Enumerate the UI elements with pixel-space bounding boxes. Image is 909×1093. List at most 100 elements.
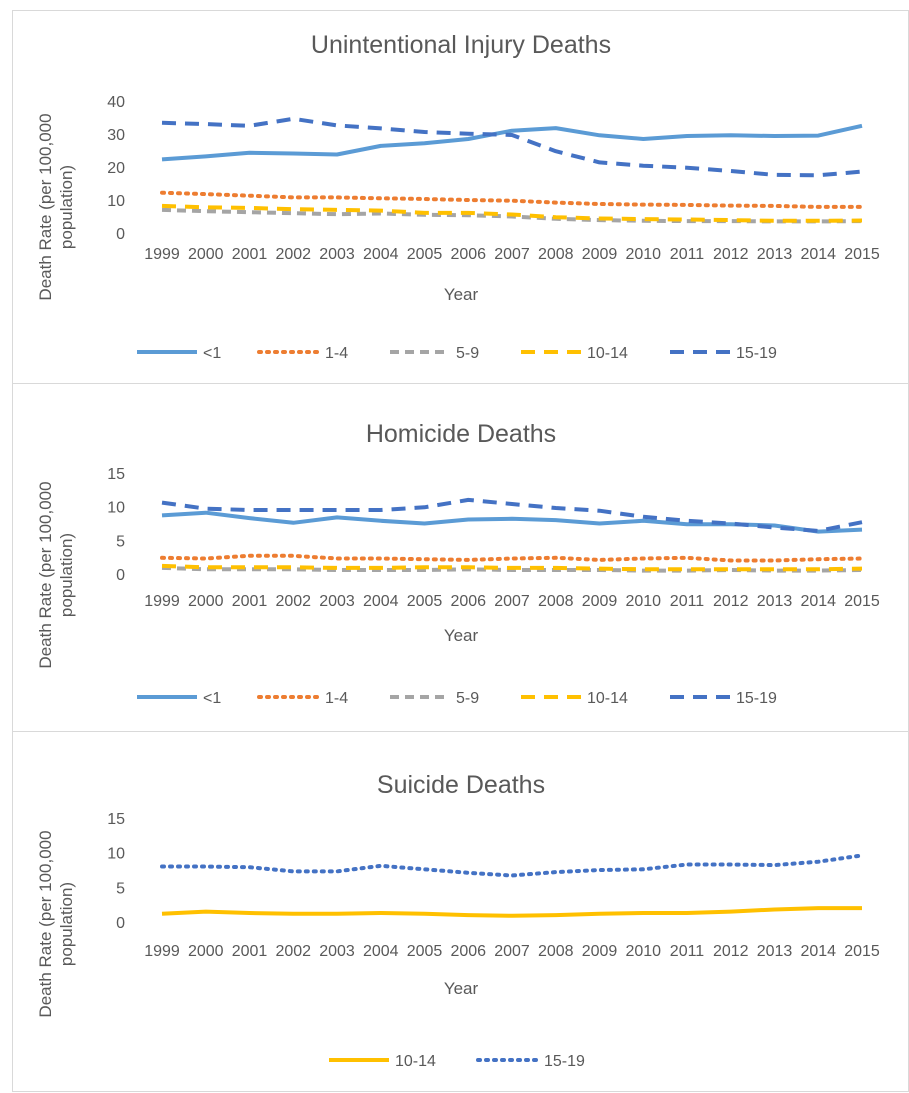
x-tick-label: 2011: [670, 943, 705, 960]
x-tick-label: 2007: [494, 246, 530, 263]
y-tick-label: 40: [107, 94, 125, 111]
x-tick-label: 2005: [407, 246, 443, 263]
x-tick-label: 2001: [232, 943, 268, 960]
series-line-15-19: [161, 497, 863, 533]
x-tick-label: 2000: [188, 593, 224, 610]
legend-label: 10-14: [587, 345, 628, 362]
x-tick-label: 2001: [232, 246, 268, 263]
x-tick-label: 2002: [275, 943, 311, 960]
x-axis-title: Year: [444, 979, 479, 998]
chart-homicide: Homicide Deaths 0 5 10 15 1999 2000 2001 2002 200…: [36, 420, 880, 707]
y-axis-title-line: Death Rate (per 100,000: [36, 113, 55, 300]
x-tick-label: 2003: [319, 593, 355, 610]
x-tick-label: 2001: [232, 593, 268, 610]
x-tick-label: 2006: [450, 593, 486, 610]
x-tick-label: 1999: [144, 246, 180, 263]
x-tick-label: 2011: [670, 246, 705, 263]
y-tick-label: 20: [107, 160, 125, 177]
x-tick-label: 2004: [363, 246, 399, 263]
legend-label: 5-9: [456, 690, 479, 707]
x-tick-label: 2015: [844, 246, 880, 263]
x-tick-label: 1999: [144, 943, 180, 960]
x-tick-label: 2000: [188, 246, 224, 263]
x-tick-label: 2015: [844, 593, 880, 610]
y-tick-label: 5: [116, 880, 125, 897]
series-line-15-19: [160, 853, 864, 878]
x-tick-label: 2008: [538, 943, 574, 960]
x-tick-label: 2010: [625, 943, 661, 960]
x-tick-label: 2007: [494, 593, 530, 610]
legend-label: <1: [203, 345, 221, 362]
series-line-15-19: [161, 116, 863, 178]
x-tick-label: 2005: [407, 593, 443, 610]
legend-label: 1-4: [325, 690, 348, 707]
series-line-10-14: [161, 906, 862, 918]
y-tick-label: 0: [116, 226, 125, 243]
series-line-5-9: [161, 565, 863, 573]
y-tick-label: 0: [116, 567, 125, 584]
y-axis-title: Death Rate (per 100,000 population): [36, 113, 76, 300]
y-tick-label: 30: [107, 127, 125, 144]
x-tick-label: 2008: [538, 246, 574, 263]
x-tick-label: 2014: [800, 593, 836, 610]
x-axis-title: Year: [444, 626, 479, 645]
legend-label: 10-14: [587, 690, 628, 707]
x-tick-label: 2013: [757, 246, 793, 263]
chart-title: Unintentional Injury Deaths: [311, 31, 611, 59]
chart-panel-suicide: Suicide Deaths 0 5 10 15 1999 2000 2001 2002 2003…: [12, 731, 909, 1092]
y-tick-label: 10: [107, 846, 125, 863]
series-line-1-4: [160, 190, 864, 209]
x-tick-label: 2000: [188, 943, 224, 960]
x-tick-label: 2006: [450, 943, 486, 960]
x-tick-label: 2009: [582, 593, 618, 610]
y-tick-label: 5: [116, 533, 125, 550]
legend-label: 15-19: [544, 1053, 585, 1070]
legend-label: 15-19: [736, 690, 777, 707]
y-tick-label: 10: [107, 500, 125, 517]
y-axis-title: Death Rate (per 100,000 population): [36, 830, 76, 1017]
x-axis-title: Year: [444, 285, 479, 304]
x-tick-label: 2004: [363, 593, 399, 610]
chart-title: Suicide Deaths: [377, 771, 545, 799]
legend-label: 15-19: [736, 345, 777, 362]
x-tick-label: 2012: [713, 246, 749, 263]
x-tick-label: 2012: [713, 593, 749, 610]
chart-panel-unintentional-injury: Unintentional Injury Deaths 0 10 20 30 40 1999…: [12, 10, 909, 386]
series-line-lt1: [161, 123, 863, 162]
y-axis-title-line: Death Rate (per 100,000: [36, 830, 55, 1017]
legend-label: <1: [203, 690, 221, 707]
chart-title: Homicide Deaths: [366, 420, 556, 448]
legend-label: 1-4: [325, 345, 348, 362]
x-tick-label: 2012: [713, 943, 749, 960]
chart-unintentional-injury: Unintentional Injury Deaths 0 10 20 30 40 1999…: [36, 31, 880, 362]
x-tick-label: 2002: [275, 593, 311, 610]
chart-panel-homicide: Homicide Deaths 0 5 10 15 1999 2000 2001 2002 200…: [12, 383, 909, 733]
x-tick-label: 2002: [275, 246, 311, 263]
series-line-10-14: [161, 563, 863, 572]
legend-label: 5-9: [456, 345, 479, 362]
series-line-1-4: [160, 553, 864, 563]
x-tick-label: 2007: [494, 943, 530, 960]
x-tick-label: 2014: [800, 246, 836, 263]
x-tick-label: 2003: [319, 943, 355, 960]
y-axis-title-line: population): [57, 882, 76, 966]
x-tick-label: 2005: [407, 943, 443, 960]
legend-label: 10-14: [395, 1053, 436, 1070]
y-tick-label: 10: [107, 193, 125, 210]
x-tick-label: 2013: [757, 943, 793, 960]
x-tick-label: 2013: [757, 593, 793, 610]
y-axis-title: Death Rate (per 100,000 population): [36, 481, 76, 668]
x-tick-label: 2010: [625, 593, 661, 610]
series-line-lt1: [161, 510, 863, 534]
x-tick-label: 1999: [144, 593, 180, 610]
x-tick-label: 2014: [800, 943, 836, 960]
x-tick-label: 2004: [363, 943, 399, 960]
y-axis-title-line: Death Rate (per 100,000: [36, 481, 55, 668]
series-line-10-14: [161, 203, 863, 223]
x-tick-label: 2009: [582, 246, 618, 263]
y-tick-label: 15: [107, 811, 125, 828]
x-tick-label: 2010: [625, 246, 661, 263]
y-axis-title-line: population): [57, 533, 76, 617]
x-tick-label: 2003: [319, 246, 355, 263]
y-axis-title-line: population): [57, 165, 76, 249]
